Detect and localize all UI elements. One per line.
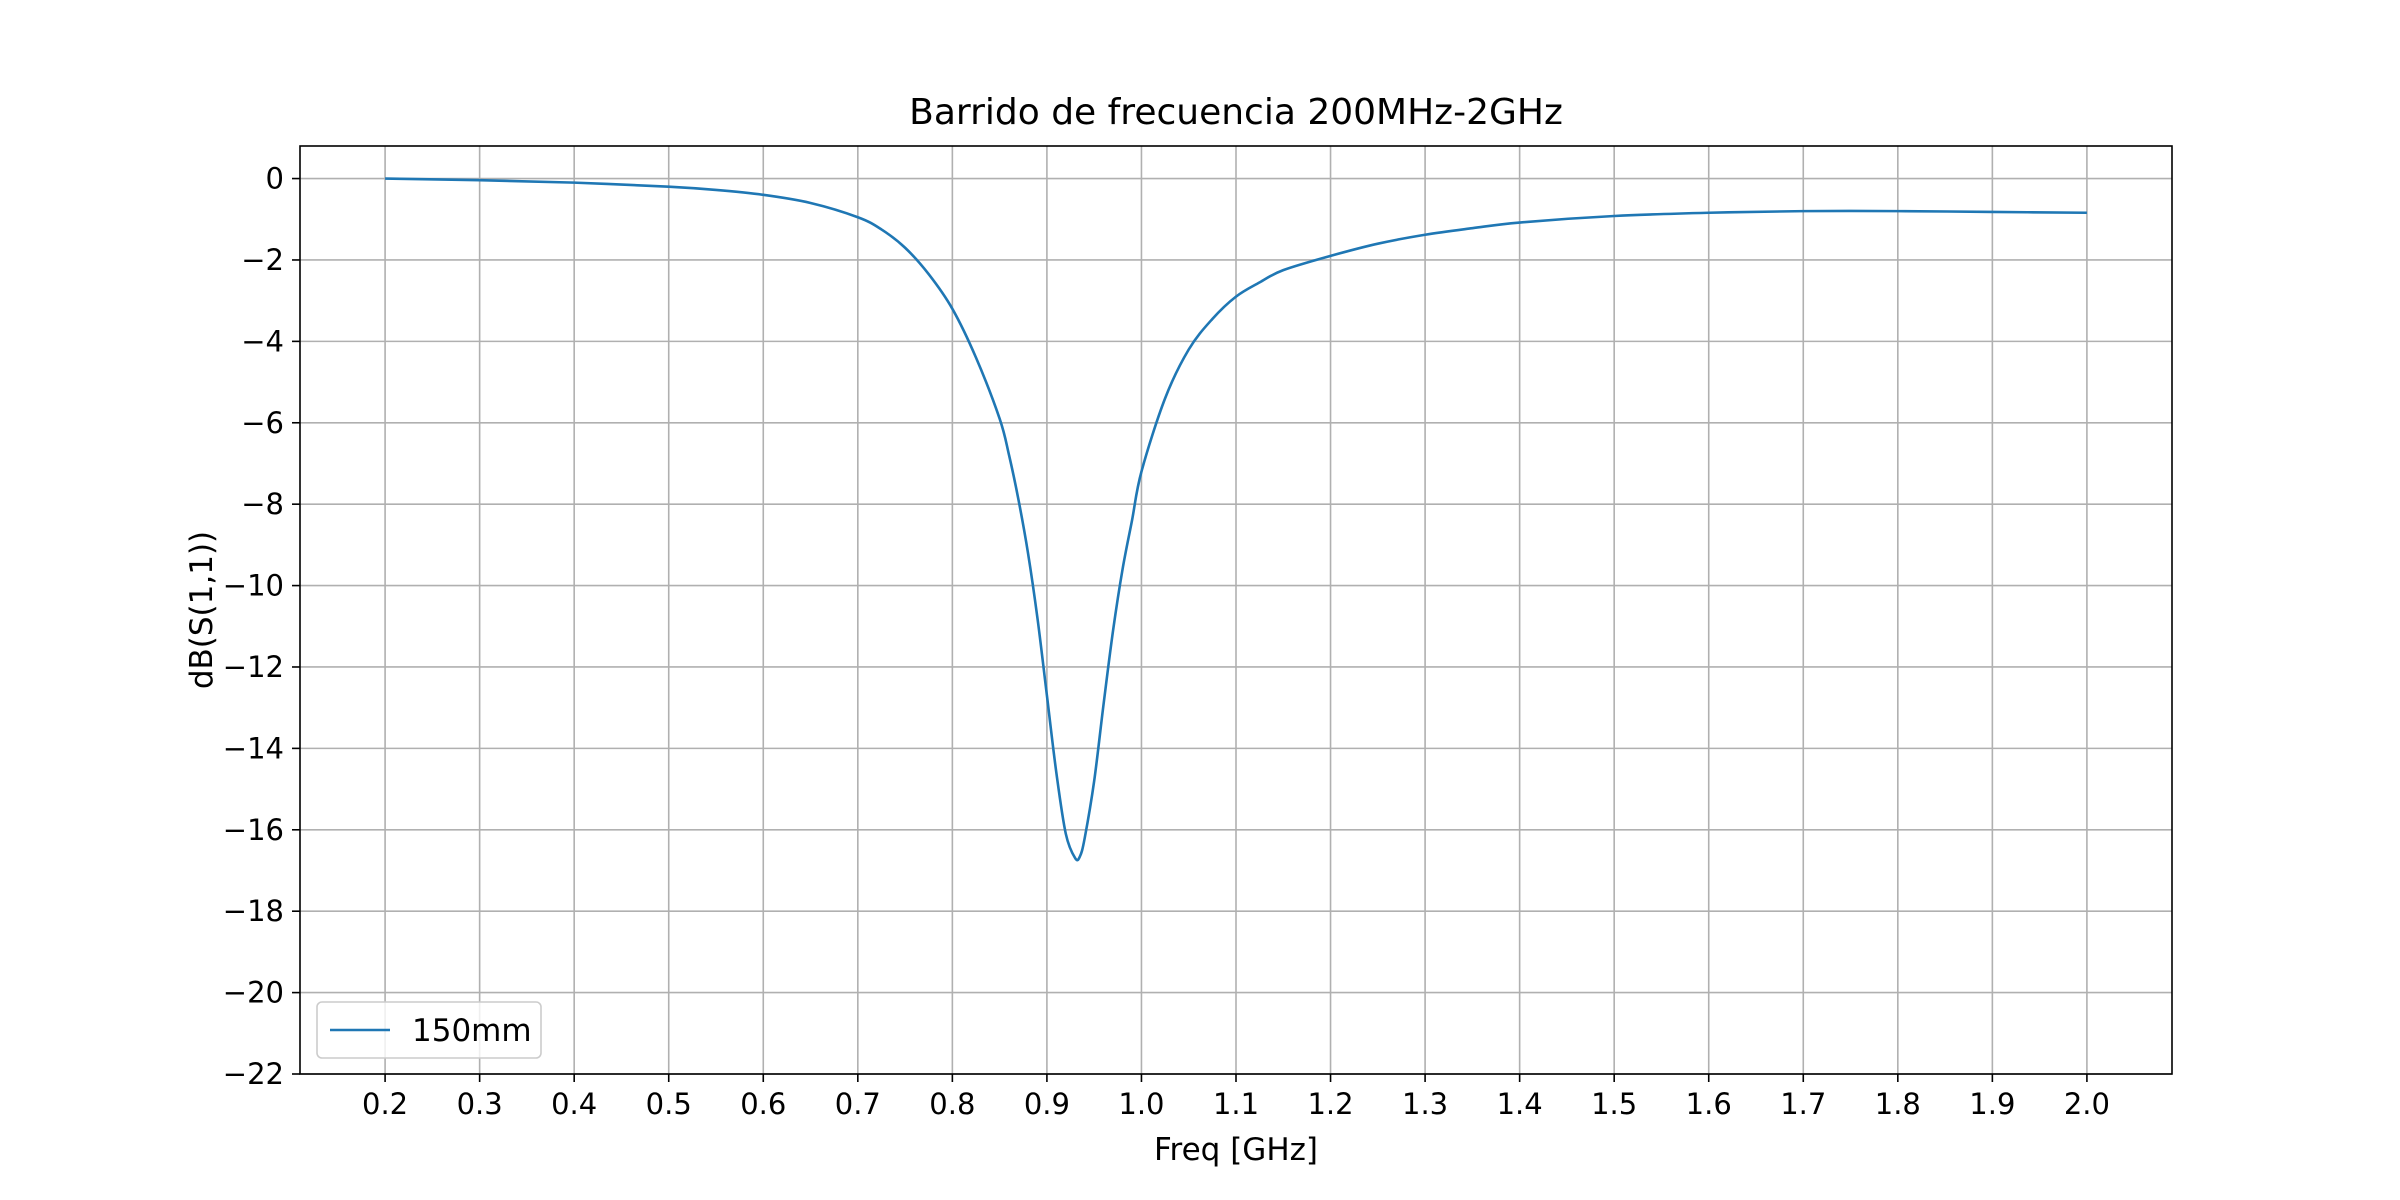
x-tick-label: 1.6 [1686,1087,1732,1121]
x-tick-label: 1.2 [1307,1087,1353,1121]
x-tick-label: 0.5 [646,1087,692,1121]
y-tick-label: −22 [223,1057,284,1091]
x-tick-label: 1.4 [1497,1087,1543,1121]
x-tick-label: 1.0 [1118,1087,1164,1121]
y-tick-label: −16 [223,813,284,847]
x-tick-label: 0.4 [551,1087,597,1121]
series-line-150mm [385,177,2087,862]
y-tick-label: −20 [223,976,284,1010]
x-axis-label: Freq [GHz] [1154,1132,1318,1168]
x-tick-label: 2.0 [2064,1087,2110,1121]
x-tick-label: 1.3 [1402,1087,1448,1121]
legend: 150mm [316,1001,542,1059]
x-tick-label: 0.8 [929,1087,975,1121]
y-tick-label: −2 [241,243,284,277]
y-tick-label: −4 [241,324,284,358]
legend-box [316,1001,542,1059]
y-axis-label: dB(S(1,1)) [184,531,220,689]
x-tick-label: 1.9 [1969,1087,2015,1121]
plot-area [299,145,2173,1075]
x-axis: 0.2 0.3 0.4 0.5 0.6 0.7 0.8 0.9 1.0 1.1 1.2 1.3 1.4 1… [362,1074,2110,1121]
x-tick-label: 1.1 [1213,1087,1259,1121]
x-tick-label: 0.3 [457,1087,503,1121]
x-tick-label: 1.8 [1875,1087,1921,1121]
x-tick-label: 0.7 [835,1087,881,1121]
y-tick-label: −8 [241,487,284,521]
x-tick-label: 1.5 [1591,1087,1637,1121]
y-tick-label: −12 [223,650,284,684]
y-tick-label: 0 [266,162,284,196]
y-tick-label: −10 [223,569,284,603]
x-tick-label: 1.7 [1780,1087,1826,1121]
x-tick-label: 0.6 [740,1087,786,1121]
grid [300,146,2172,1075]
series-layer [385,177,2087,862]
x-tick-label: 0.9 [1024,1087,1070,1121]
y-tick-label: −14 [223,731,284,765]
y-axis: 0 −2 −4 −6 −8 −10 −12 −14 −16 −18 −20 −22 [223,162,300,1091]
y-tick-label: −6 [241,406,284,440]
x-tick-label: 0.2 [362,1087,408,1121]
legend-label: 150mm [412,1013,532,1049]
chart-title: Barrido de frecuencia 200MHz-2GHz [909,92,1563,133]
y-tick-label: −18 [223,894,284,928]
